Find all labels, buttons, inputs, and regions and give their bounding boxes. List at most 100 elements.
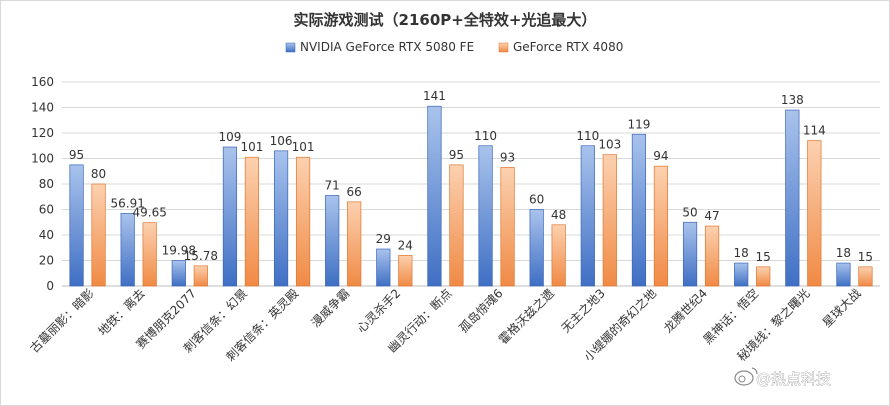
data-label-series-1: 141 [423, 89, 446, 103]
category-group [273, 150, 311, 287]
bar-series-2 [807, 140, 822, 287]
data-label-series-1: 18 [836, 246, 851, 260]
weibo-icon [734, 367, 758, 386]
bar-series-1 [580, 145, 595, 287]
legend-label-series-1: NVIDIA GeForce RTX 5080 FE [300, 40, 474, 54]
y-tick-label: 140 [31, 101, 54, 115]
bar-series-1 [682, 221, 698, 287]
y-tick-label: 40 [39, 228, 54, 242]
chart-title: 实际游戏测试（2160P+全特效+光追最大） [294, 11, 597, 29]
data-label-series-2: 24 [398, 238, 413, 252]
bar-series-2 [858, 266, 873, 287]
bar-series-2 [398, 255, 413, 287]
bar-series-1 [325, 195, 340, 287]
data-label-series-1: 71 [325, 178, 340, 192]
data-label-series-1: 138 [781, 93, 804, 107]
legend-label-series-2: GeForce RTX 4080 [513, 40, 623, 54]
bar-series-2 [756, 266, 771, 287]
bar-series-2 [295, 156, 311, 287]
legend-swatch-series-1 [285, 42, 296, 53]
bar-series-2 [193, 265, 208, 287]
data-label-series-2: 15.78 [184, 249, 218, 263]
data-label-series-1: 110 [576, 129, 599, 143]
data-label-series-1: 95 [69, 148, 84, 162]
data-label-series-1: 50 [682, 205, 697, 219]
data-label-series-1: 56.91 [111, 196, 145, 210]
data-label-series-2: 15 [756, 250, 771, 264]
category-group [529, 209, 566, 287]
data-label-series-2: 15 [858, 250, 873, 264]
bar-series-2 [704, 225, 720, 287]
category-group [171, 260, 208, 287]
bar-series-1 [273, 150, 289, 287]
data-label-series-1: 29 [376, 232, 391, 246]
data-label-series-1: 109 [218, 130, 241, 144]
bar-series-2 [500, 167, 515, 287]
category-group [836, 262, 873, 287]
y-tick-label: 100 [31, 152, 54, 166]
category-group [631, 133, 669, 287]
legend-swatch-series-2 [498, 42, 509, 53]
bar-series-1 [120, 213, 135, 287]
data-label-series-1: 119 [627, 117, 650, 131]
y-tick-label: 120 [31, 126, 54, 140]
data-label-series-1: 110 [474, 129, 497, 143]
y-tick-label: 160 [31, 75, 54, 89]
bar-series-2 [142, 222, 157, 287]
category-group [376, 248, 413, 287]
bar-series-2 [91, 183, 106, 287]
bar-series-2 [347, 201, 362, 287]
category-group [580, 145, 617, 287]
y-tick-label: 20 [39, 254, 54, 268]
data-label-series-2: 101 [292, 140, 315, 154]
y-tick-label: 0 [46, 279, 54, 293]
data-label-series-1: 18 [734, 246, 749, 260]
watermark: @热点科技 [734, 367, 831, 388]
data-label-series-2: 93 [500, 150, 515, 164]
bar-series-1 [734, 262, 749, 287]
bar-series-1 [427, 105, 442, 287]
bar-series-2 [244, 156, 260, 287]
bar-series-2 [602, 154, 617, 287]
bar-series-1 [222, 146, 238, 287]
category-group [478, 145, 515, 287]
bars [69, 105, 873, 287]
data-label-series-2: 49.65 [133, 206, 167, 220]
data-label-series-2: 101 [240, 140, 263, 154]
data-label-series-1: 60 [529, 193, 544, 207]
data-label-series-2: 66 [347, 185, 362, 199]
bar-series-2 [449, 164, 464, 287]
data-label-series-2: 95 [449, 148, 464, 162]
bar-series-1 [785, 109, 800, 287]
category-group [682, 221, 720, 287]
data-label-series-2: 80 [91, 167, 106, 181]
bar-series-1 [69, 164, 84, 287]
data-label-series-2: 48 [551, 208, 566, 222]
y-tick-label: 60 [39, 203, 54, 217]
data-label-series-1: 106 [270, 134, 293, 148]
legend: NVIDIA GeForce RTX 5080 FE GeForce RTX 4… [285, 40, 623, 54]
category-group [325, 195, 362, 287]
data-label-series-2: 114 [803, 124, 826, 138]
bar-series-2 [551, 224, 566, 287]
bar-series-1 [376, 248, 391, 287]
bar-series-2 [653, 165, 669, 287]
data-label-series-2: 103 [598, 138, 621, 152]
category-group [69, 164, 106, 287]
category-group [120, 213, 157, 287]
watermark-text: @热点科技 [756, 370, 831, 388]
bar-series-1 [836, 262, 851, 287]
y-tick-label: 80 [39, 177, 54, 191]
category-group [222, 146, 260, 287]
y-axis-ticks: 0 20 40 60 80 100 120 140 160 [31, 75, 54, 293]
category-group [785, 109, 822, 287]
data-label-series-2: 47 [704, 209, 719, 223]
bar-series-1 [631, 133, 647, 287]
data-label-series-2: 94 [653, 149, 668, 163]
bar-series-1 [529, 209, 544, 287]
category-group [734, 262, 771, 287]
bar-series-1 [171, 260, 186, 287]
